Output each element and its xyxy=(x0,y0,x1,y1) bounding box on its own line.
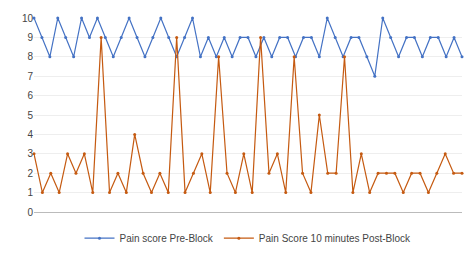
svg-text:10: 10 xyxy=(22,13,34,24)
svg-text:4: 4 xyxy=(27,129,33,140)
svg-text:6: 6 xyxy=(27,90,33,101)
svg-text:3: 3 xyxy=(27,148,33,159)
svg-text:1: 1 xyxy=(27,187,33,198)
svg-text:9: 9 xyxy=(27,32,33,43)
svg-text:Pain Score 10 minutes Post-Blo: Pain Score 10 minutes Post-Block xyxy=(259,233,411,244)
svg-text:7: 7 xyxy=(27,71,33,82)
svg-text:8: 8 xyxy=(27,51,33,62)
svg-text:2: 2 xyxy=(27,168,33,179)
svg-text:0: 0 xyxy=(27,207,33,218)
svg-text:Pain score Pre-Block: Pain score Pre-Block xyxy=(120,233,214,244)
svg-text:5: 5 xyxy=(27,110,33,121)
